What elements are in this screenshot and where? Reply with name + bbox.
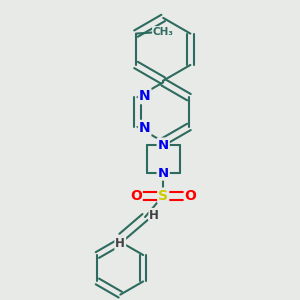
Text: N: N xyxy=(158,139,169,152)
Text: H: H xyxy=(115,237,125,250)
Text: H: H xyxy=(149,209,159,222)
Text: S: S xyxy=(158,189,168,202)
Text: N: N xyxy=(158,167,169,180)
Text: N: N xyxy=(139,89,151,103)
Text: N: N xyxy=(139,121,151,135)
Text: CH₃: CH₃ xyxy=(153,27,174,37)
Text: O: O xyxy=(130,189,142,202)
Text: O: O xyxy=(185,189,197,202)
